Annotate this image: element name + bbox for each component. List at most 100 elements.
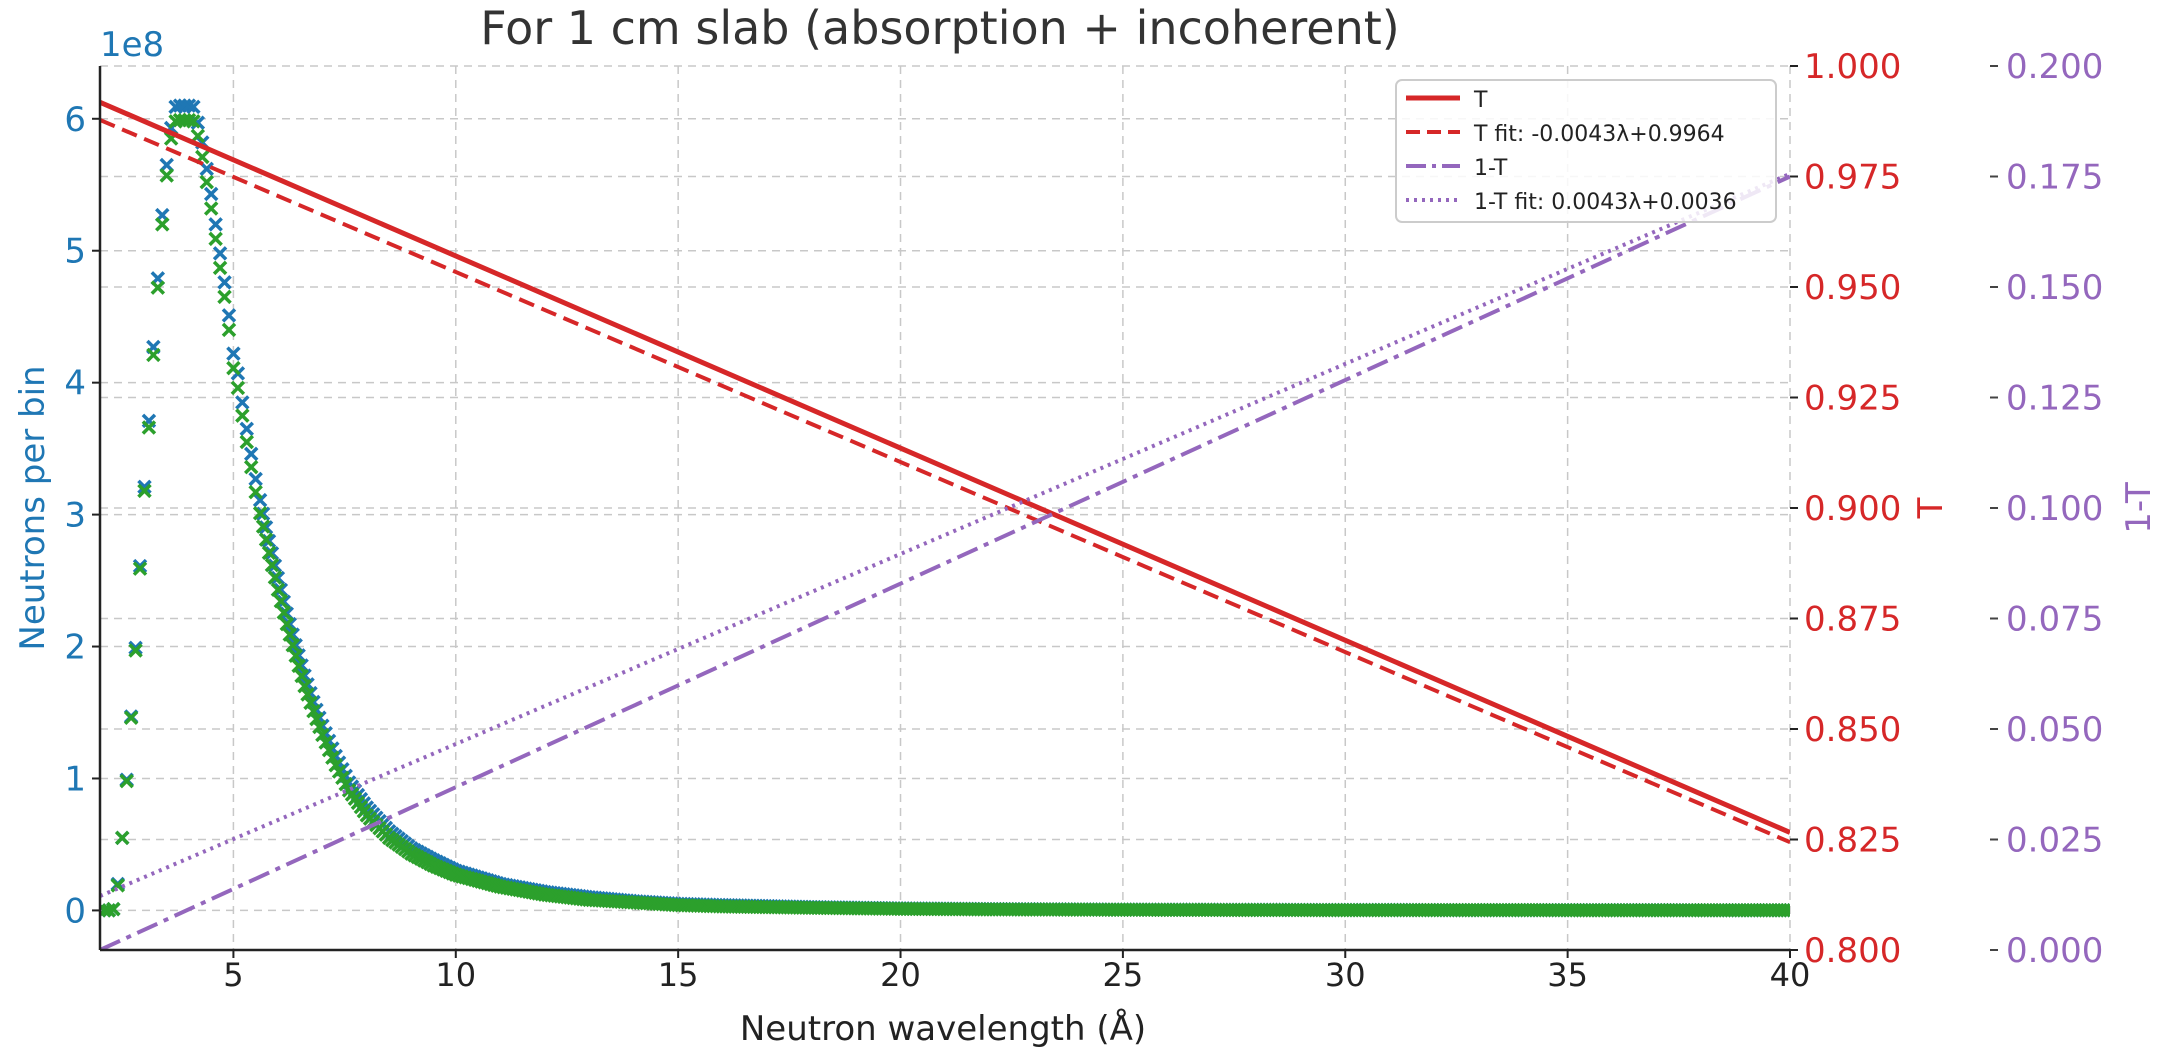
- right-axis-label-1-minus-t: 1-T: [2119, 482, 2159, 534]
- scatter-point: [321, 742, 337, 758]
- plot-area: [100, 98, 1790, 950]
- scatter-point: [208, 231, 223, 247]
- series-line-0: [100, 99, 1790, 835]
- scatter-point: [282, 616, 297, 632]
- scatter-point: [248, 471, 263, 487]
- right-tick-label-1-minus-t: 0.175: [2006, 158, 2103, 198]
- scatter-point: [318, 735, 333, 750]
- scatter-point: [1779, 903, 1790, 918]
- scatter-point: [208, 217, 223, 232]
- legend-box: [1395, 79, 1777, 223]
- right-tick-label-t: 0.950: [1804, 268, 1901, 308]
- scatter-point: [273, 582, 289, 598]
- scatter-point: [303, 695, 318, 711]
- scatter-point: [235, 408, 250, 423]
- scatter-point: [226, 360, 241, 376]
- left-axis-offset-text: 1e8: [100, 25, 164, 65]
- x-tick-label: 20: [880, 956, 921, 994]
- axes: 5 10 15 20 25 30 35 40 0 1 2 3 4 5 6 0.800 0.825 0.850 0.8…: [64, 47, 2103, 994]
- scatter-point: [264, 557, 280, 573]
- scatter-point: [128, 643, 143, 658]
- scatter-point: [243, 459, 259, 475]
- scatter-point: [155, 217, 170, 232]
- scatter-point: [159, 168, 174, 183]
- right-tick-label-1-minus-t: 0.000: [2006, 931, 2103, 971]
- right-tick-label-t: 0.825: [1804, 821, 1901, 861]
- scatter-point: [137, 479, 152, 495]
- scatter-point: [276, 594, 292, 609]
- scatter-point: [203, 186, 219, 202]
- scatter-point: [110, 878, 126, 893]
- scatter-point: [199, 161, 214, 177]
- scatter-point: [1782, 903, 1790, 918]
- scatter-point: [309, 711, 324, 727]
- left-tick-label: 4: [64, 364, 86, 404]
- right-tick-label-1-minus-t: 0.200: [2006, 47, 2103, 87]
- scatter-point: [300, 687, 315, 702]
- scatter-point: [217, 275, 232, 290]
- legend-label-1-minus-t: 1-T: [1474, 156, 1508, 181]
- scatter-point: [128, 640, 143, 656]
- left-tick-label: 2: [64, 628, 86, 668]
- scatter-point: [258, 532, 274, 547]
- scatter-point: [255, 519, 271, 534]
- scatter-point: [312, 719, 327, 735]
- right-tick-label-t: 0.800: [1804, 931, 1901, 971]
- x-axis-label: Neutron wavelength (Å): [740, 1008, 1146, 1048]
- scatter-point: [106, 901, 121, 917]
- x-tick-label: 30: [1325, 956, 1366, 994]
- left-tick-label: 3: [64, 496, 86, 536]
- right-tick-label-t: 0.900: [1804, 489, 1901, 529]
- scatter-point: [114, 830, 130, 846]
- right-tick-label-1-minus-t: 0.150: [2006, 268, 2103, 308]
- scatter-point: [291, 648, 306, 663]
- series-line-2: [100, 174, 1790, 950]
- scatter-point: [282, 627, 297, 642]
- scatter-point: [276, 605, 292, 620]
- scatter-point: [159, 157, 174, 173]
- scatter-point: [297, 678, 312, 694]
- scatter-point: [291, 658, 306, 674]
- right-axis-label-t: T: [1911, 497, 1951, 519]
- right-tick-label-t: 0.975: [1804, 158, 1901, 198]
- legend-label-t-fit: T fit: -0.0043λ+0.9964: [1473, 122, 1725, 147]
- scatter-point: [267, 558, 283, 573]
- scatter-point: [132, 561, 148, 576]
- right-tick-label-1-minus-t: 0.075: [2006, 600, 2103, 640]
- right-tick-label-t: 1.000: [1804, 47, 1901, 87]
- scatter-point: [226, 346, 241, 361]
- scatter-point: [273, 594, 289, 609]
- scatter-point: [146, 347, 161, 363]
- x-tick-label: 5: [223, 956, 243, 994]
- scatter-point: [212, 260, 228, 276]
- scatter-point: [279, 616, 295, 632]
- scatter-point: [235, 395, 250, 410]
- x-tick-label: 15: [658, 956, 699, 994]
- scatter-point: [203, 201, 219, 216]
- right-tick-label-t: 0.925: [1804, 379, 1901, 419]
- scatter-point: [150, 280, 166, 295]
- scatter-point: [239, 434, 255, 450]
- scatter-point: [325, 750, 340, 765]
- scatter-point: [217, 289, 232, 305]
- scatter-point: [212, 246, 228, 261]
- series-line-3: [100, 172, 1790, 898]
- scatter-point: [264, 546, 280, 561]
- scatter-point: [239, 421, 255, 437]
- scatter-point: [221, 322, 237, 338]
- scatter-point: [288, 648, 303, 664]
- x-tick-label: 40: [1770, 956, 1811, 994]
- left-tick-label: 1: [64, 759, 86, 799]
- x-tick-label: 35: [1547, 956, 1588, 994]
- left-tick-label: 6: [64, 100, 86, 140]
- scatter-point: [221, 308, 237, 323]
- scatter-point: [123, 710, 139, 726]
- scatter-point: [288, 637, 303, 653]
- scatter-point: [141, 420, 157, 435]
- left-tick-label: 0: [64, 891, 86, 931]
- series-line-1: [100, 118, 1790, 844]
- scatter-point: [230, 380, 246, 396]
- scatter-point: [306, 703, 321, 719]
- scatter-point: [119, 773, 134, 789]
